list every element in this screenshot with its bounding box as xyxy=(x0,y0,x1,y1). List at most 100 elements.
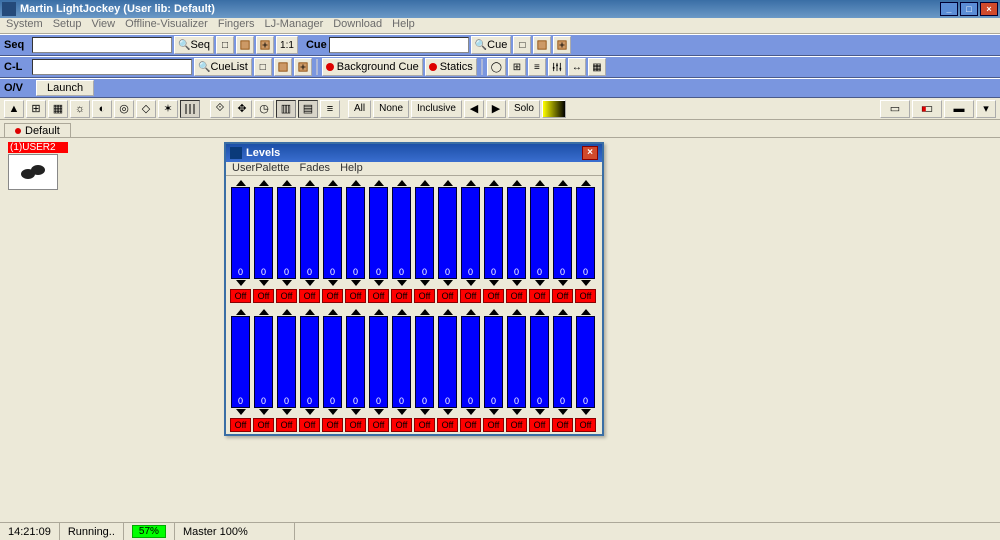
fader-off-button[interactable]: Off xyxy=(483,289,504,303)
fader-track[interactable]: 0 xyxy=(553,316,572,408)
fader-down-icon[interactable] xyxy=(259,409,269,415)
fader[interactable]: 0Off xyxy=(345,308,366,432)
fader-off-button[interactable]: Off xyxy=(529,289,550,303)
fader[interactable]: 0Off xyxy=(414,308,435,432)
fader[interactable]: 0Off xyxy=(437,179,458,303)
fader[interactable]: 0Off xyxy=(299,179,320,303)
fader-down-icon[interactable] xyxy=(512,280,522,286)
ft-sun-icon[interactable]: ☼ xyxy=(70,100,90,118)
cl-save-button[interactable] xyxy=(274,58,292,76)
fader-up-icon[interactable] xyxy=(420,309,430,315)
cue-saveas-button[interactable] xyxy=(553,36,571,54)
fader[interactable]: 0Off xyxy=(483,308,504,432)
fader-off-button[interactable]: Off xyxy=(368,289,389,303)
select-inclusive-button[interactable]: Inclusive xyxy=(411,100,462,118)
fader-up-icon[interactable] xyxy=(282,309,292,315)
fader[interactable]: 0Off xyxy=(460,308,481,432)
fader[interactable]: 0Off xyxy=(276,308,297,432)
ft-grid-icon[interactable]: ⊞ xyxy=(26,100,46,118)
seq-name-field[interactable] xyxy=(32,37,172,53)
seq-button[interactable]: 🔍Seq xyxy=(174,36,214,54)
fader-down-icon[interactable] xyxy=(489,280,499,286)
fader-down-icon[interactable] xyxy=(236,280,246,286)
sliders-icon[interactable] xyxy=(548,58,566,76)
fader-off-button[interactable]: Off xyxy=(391,289,412,303)
monitor-b-icon[interactable] xyxy=(912,100,942,118)
fader[interactable]: 0Off xyxy=(253,179,274,303)
fader-up-icon[interactable] xyxy=(351,309,361,315)
levels-titlebar[interactable]: Levels × xyxy=(226,144,602,162)
fader-track[interactable]: 0 xyxy=(438,316,457,408)
minimize-button[interactable]: _ xyxy=(940,2,958,16)
levels-menu-help[interactable]: Help xyxy=(340,162,363,175)
fader-off-button[interactable]: Off xyxy=(299,418,320,432)
fader-up-icon[interactable] xyxy=(282,180,292,186)
fader-off-button[interactable]: Off xyxy=(345,289,366,303)
fader-off-button[interactable]: Off xyxy=(575,289,596,303)
fader-up-icon[interactable] xyxy=(443,180,453,186)
fader[interactable]: 0Off xyxy=(322,308,343,432)
fader-up-icon[interactable] xyxy=(328,180,338,186)
fader-off-button[interactable]: Off xyxy=(322,289,343,303)
monitor-dropdown[interactable]: ▾ xyxy=(976,100,996,118)
fader-up-icon[interactable] xyxy=(466,309,476,315)
fader-down-icon[interactable] xyxy=(558,280,568,286)
tab-default[interactable]: Default xyxy=(4,123,71,137)
fader-up-icon[interactable] xyxy=(305,180,315,186)
fader-off-button[interactable]: Off xyxy=(483,418,504,432)
fader-off-button[interactable]: Off xyxy=(529,418,550,432)
fader[interactable]: 0Off xyxy=(414,179,435,303)
fader-track[interactable]: 0 xyxy=(415,187,434,279)
menu-fingers[interactable]: Fingers xyxy=(218,18,255,33)
fader-track[interactable]: 0 xyxy=(369,187,388,279)
fader-off-button[interactable]: Off xyxy=(253,418,274,432)
menu-system[interactable]: System xyxy=(6,18,43,33)
seq-save-button[interactable] xyxy=(236,36,254,54)
fader-down-icon[interactable] xyxy=(535,409,545,415)
fader-down-icon[interactable] xyxy=(282,280,292,286)
fader[interactable]: 0Off xyxy=(552,179,573,303)
levels-menu-palette[interactable]: UserPalette xyxy=(232,162,289,175)
fader-off-button[interactable]: Off xyxy=(506,289,527,303)
fader-down-icon[interactable] xyxy=(443,409,453,415)
fader-down-icon[interactable] xyxy=(443,280,453,286)
fader-off-button[interactable]: Off xyxy=(230,418,251,432)
menu-help[interactable]: Help xyxy=(392,18,415,33)
fader-track[interactable]: 0 xyxy=(300,316,319,408)
fader-down-icon[interactable] xyxy=(328,280,338,286)
fader[interactable]: 0Off xyxy=(506,179,527,303)
fader-up-icon[interactable] xyxy=(351,180,361,186)
fader-up-icon[interactable] xyxy=(259,309,269,315)
fader[interactable]: 0Off xyxy=(575,179,596,303)
fader-down-icon[interactable] xyxy=(512,409,522,415)
monitor-c-icon[interactable]: ▬ xyxy=(944,100,974,118)
cuelist-button[interactable]: 🔍CueList xyxy=(194,58,252,76)
fader-down-icon[interactable] xyxy=(420,409,430,415)
fader-down-icon[interactable] xyxy=(581,409,591,415)
tool-b[interactable]: ⊞ xyxy=(508,58,526,76)
fader-off-button[interactable]: Off xyxy=(437,418,458,432)
fader[interactable]: 0 Off xyxy=(529,308,550,432)
fader-off-button[interactable]: Off xyxy=(460,418,481,432)
fader-track[interactable]: 0 xyxy=(530,316,549,408)
cue-name-field[interactable] xyxy=(329,37,469,53)
fader-track[interactable]: 0 xyxy=(254,316,273,408)
fader-off-button[interactable]: Off xyxy=(253,289,274,303)
fader[interactable]: 0Off xyxy=(345,179,366,303)
fader-down-icon[interactable] xyxy=(397,280,407,286)
fader-up-icon[interactable] xyxy=(512,180,522,186)
fader-down-icon[interactable] xyxy=(305,280,315,286)
fader-track[interactable]: 0 xyxy=(484,187,503,279)
ft-up-icon[interactable]: ▲ xyxy=(4,100,24,118)
fader-up-icon[interactable] xyxy=(489,180,499,186)
fader-up-icon[interactable] xyxy=(535,180,545,186)
tool-e[interactable]: ↔ xyxy=(568,58,586,76)
fader[interactable]: 0Off xyxy=(529,179,550,303)
tool-a[interactable]: ◯ xyxy=(487,58,506,76)
fader-down-icon[interactable] xyxy=(374,409,384,415)
levels-close-button[interactable]: × xyxy=(582,146,598,160)
ft-fan-icon[interactable]: ⟐ xyxy=(210,100,230,118)
fader-track[interactable]: 0 xyxy=(507,316,526,408)
tool-f[interactable]: ▦ xyxy=(588,58,606,76)
fader-down-icon[interactable] xyxy=(305,409,315,415)
